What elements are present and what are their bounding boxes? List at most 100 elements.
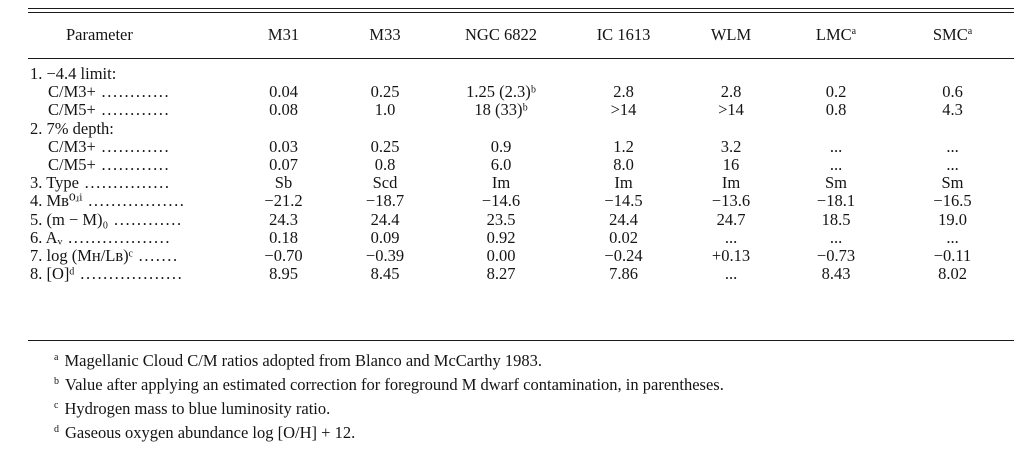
leader-dots: ............ [95, 155, 171, 175]
table-cell [233, 57, 334, 83]
row-label-text: 8. [O]ᵈ [30, 264, 75, 284]
column-header-galaxy: M31 [233, 13, 334, 57]
row-label: 7. log (Mʜ/Lʙ)ᶜ ....... [28, 246, 233, 266]
table-cell: Sb [274, 173, 293, 193]
column-header-galaxy: IC 1613 [566, 13, 681, 57]
table-cell [566, 57, 681, 83]
row-label-text: 7. log (Mʜ/Lʙ)ᶜ [30, 246, 133, 266]
table-cell: ... [724, 227, 738, 247]
table-cell: 23.5 [486, 209, 516, 229]
table-cell: −21.2 [264, 191, 303, 211]
row-label: C/M5+ ............ [28, 155, 233, 175]
table-cell: −14.6 [481, 191, 521, 211]
table-cell: −13.6 [711, 191, 751, 211]
table-row: 7. log (Mʜ/Lʙ)ᶜ ....... −0.70 −0.39 0.00 −0.… [28, 246, 1014, 266]
column-header-galaxy: LMCa [781, 13, 891, 57]
table-cell: 0.07 [269, 155, 298, 175]
table-cell: 8.43 [821, 264, 851, 284]
table-cell: 16 [722, 155, 740, 175]
table-row: 6. Aᵥ .................. 0.18 0.09 0.92 0.02… [28, 227, 1014, 247]
table-cell: ... [946, 136, 959, 156]
table-cell: 1.2 [613, 136, 634, 156]
leader-dots: ............... [78, 173, 171, 193]
table-header: Parameter M31 M33 NGC 6822 IC 1613 WLM L… [28, 13, 1014, 57]
row-label-text: 3. Type [30, 173, 79, 193]
table-cell: 0.02 [609, 227, 638, 247]
footnote: d Gaseous oxygen abundance log [O/H] + 12… [54, 419, 1014, 443]
table-cell: ... [829, 136, 843, 156]
table-cell: 4.3 [942, 100, 963, 120]
column-header-galaxy: SMCa [891, 13, 1014, 57]
row-label: C/M3+ ............ [28, 137, 233, 156]
row-label-text: C/M5+ [48, 155, 96, 175]
table-cell [781, 120, 891, 138]
table-cell [891, 57, 1014, 83]
row-label: 2. 7% depth: [28, 119, 233, 138]
table-cell: >14 [610, 100, 637, 120]
column-header-galaxy: M33 [334, 13, 436, 57]
table-row: C/M3+ ............ 0.03 0.25 0.9 1.2 3.2.....… [28, 136, 1014, 156]
row-label: 8. [O]ᵈ .................. [28, 265, 233, 283]
table-body: 1. −4.4 limit: C/M3+ ............ 0.04 0.25… [28, 57, 1014, 283]
table-cell: 8.0 [613, 155, 634, 175]
table-row: 8. [O]ᵈ .................. 8.95 8.45 8.27 7.… [28, 265, 1014, 283]
leader-dots: ............ [95, 82, 171, 102]
table-row: 2. 7% depth: [28, 119, 1014, 138]
table-cell: 8.45 [370, 264, 400, 284]
table-cell: 8.95 [269, 264, 298, 284]
bottom-rule [28, 340, 1014, 341]
table-cell: 0.00 [486, 246, 516, 266]
table-cell: 3.2 [720, 136, 742, 156]
table-cell: 0.09 [370, 227, 400, 247]
table-cell [681, 57, 781, 83]
parameter-table: Parameter M31 M33 NGC 6822 IC 1613 WLM L… [28, 13, 1014, 283]
row-label: C/M5+ ............ [28, 101, 233, 119]
table-cell: Scd [372, 173, 398, 193]
row-label: 6. Aᵥ .................. [28, 227, 233, 247]
row-label: 4. Mʙ⁰ʴⁱ ................. [28, 192, 233, 210]
column-header-parameter: Parameter [66, 25, 133, 44]
table-cell: 0.04 [269, 82, 298, 102]
table-cell [233, 120, 334, 138]
row-label: 1. −4.4 limit: [28, 57, 233, 83]
footnote: a Magellanic Cloud C/M ratios adopted fro… [54, 347, 1014, 371]
header-rule [28, 58, 1014, 59]
galaxy-name: WLM [710, 25, 752, 44]
table-cell: 0.25 [370, 136, 400, 156]
table-cell: ... [829, 227, 843, 247]
table-cell: 0.9 [490, 136, 512, 156]
footnote-mark: a [967, 26, 973, 37]
row-label: 5. (m − M)₀ ............ [28, 209, 233, 229]
leader-dots: ............ [108, 209, 183, 229]
table-cell: 0.08 [269, 100, 298, 120]
row-label-text: 4. Mʙ⁰ʴⁱ [30, 191, 83, 211]
table-cell: 0.92 [486, 227, 516, 247]
table-row: 1. −4.4 limit: [28, 57, 1014, 83]
table-cell: >14 [718, 100, 744, 120]
table-cell: 1.0 [374, 100, 396, 120]
table-cell: Sm [824, 173, 847, 193]
footnote-mark: d [54, 424, 59, 435]
table-cell: −14.5 [604, 191, 643, 211]
footnote-mark: c [54, 400, 59, 411]
row-label-text: C/M3+ [48, 82, 96, 102]
table-row: 4. Mʙ⁰ʴⁱ ................. −21.2 −18.7 −14.… [28, 192, 1014, 210]
table-cell: 19.0 [938, 209, 967, 229]
leader-dots: ....... [132, 246, 179, 266]
table-cell: +0.13 [711, 246, 751, 266]
table-cell: −0.70 [264, 246, 303, 266]
row-label: C/M3+ ............ [28, 83, 233, 101]
table-cell [436, 120, 566, 138]
table-cell: 0.03 [269, 136, 298, 156]
leader-dots: .................. [62, 227, 172, 247]
row-label: 3. Type ............... [28, 174, 233, 192]
table-cell: ... [829, 155, 843, 175]
footnotes: a Magellanic Cloud C/M ratios adopted fro… [54, 347, 1014, 443]
table-cell: 18 (33)ᵇ [474, 100, 528, 120]
footnote-mark: b [54, 376, 59, 387]
table-cell: −18.7 [365, 191, 405, 211]
table-cell [681, 120, 781, 138]
table-cell [436, 57, 566, 83]
leader-dots: ................. [82, 191, 186, 211]
